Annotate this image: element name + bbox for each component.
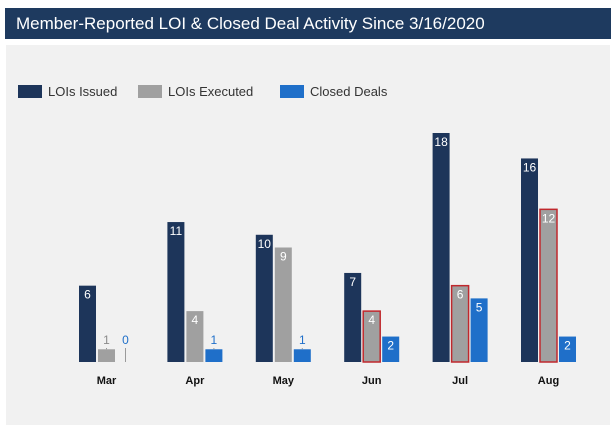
value-label-closed-deals-mar: 0 xyxy=(122,333,129,347)
value-label-lois-issued-may: 10 xyxy=(258,237,272,251)
bar-lois-executed-aug xyxy=(539,208,558,363)
value-label-closed-deals-aug: 2 xyxy=(564,339,571,353)
legend-swatch-closed-deals xyxy=(280,85,304,98)
value-label-lois-executed-aug: 12 xyxy=(542,211,556,225)
value-label-lois-issued-aug: 16 xyxy=(523,160,537,174)
value-label-closed-deals-jul: 5 xyxy=(476,300,483,314)
bar-lois-executed-may xyxy=(274,247,292,362)
bar-lois-issued-apr xyxy=(167,222,185,362)
value-label-closed-deals-apr: 1 xyxy=(211,333,218,347)
value-label-closed-deals-may: 1 xyxy=(299,333,306,347)
value-label-lois-issued-mar: 6 xyxy=(84,288,91,302)
value-label-lois-executed-jul: 6 xyxy=(457,288,464,302)
bar-lois-executed-apr xyxy=(186,311,204,362)
value-label-lois-executed-may: 9 xyxy=(280,250,287,264)
bar-lois-executed-jul xyxy=(450,284,470,363)
chart-header: Member-Reported LOI & Closed Deal Activi… xyxy=(5,8,611,39)
bar-closed-deals-may xyxy=(293,349,311,362)
chart-title: Member-Reported LOI & Closed Deal Activi… xyxy=(16,14,485,33)
bar-lois-issued-mar xyxy=(79,285,96,362)
bar-closed-deals-jul xyxy=(470,298,488,362)
bar-closed-deals-apr xyxy=(205,349,223,362)
value-label-lois-issued-jul: 18 xyxy=(434,135,448,149)
legend-swatch-lois-issued xyxy=(18,85,42,98)
legend-label-closed-deals: Closed Deals xyxy=(310,84,388,99)
x-tick-label-apr: Apr xyxy=(185,375,205,387)
legend-swatch-lois-executed xyxy=(138,85,162,98)
bar-lois-issued-may xyxy=(255,234,273,362)
x-tick-label-may: May xyxy=(273,375,295,387)
bar-closed-deals-aug xyxy=(559,336,576,362)
bar-lois-executed-jun xyxy=(362,310,381,363)
bar-lois-issued-jul xyxy=(432,133,450,362)
legend-label-lois-issued: LOIs Issued xyxy=(48,84,117,99)
bar-lois-issued-aug xyxy=(521,158,538,362)
value-label-lois-issued-jun: 7 xyxy=(349,275,356,289)
value-label-closed-deals-jun: 2 xyxy=(387,339,394,353)
bar-closed-deals-jun xyxy=(382,336,400,362)
x-tick-label-jul: Jul xyxy=(452,375,468,387)
value-label-lois-executed-jun: 4 xyxy=(368,313,375,327)
legend-label-lois-executed: LOIs Executed xyxy=(168,84,253,99)
value-label-lois-executed-mar: 1 xyxy=(103,333,110,347)
value-label-lois-issued-apr: 11 xyxy=(170,224,183,238)
x-tick-label-aug: Aug xyxy=(538,375,559,387)
bar-lois-executed-mar xyxy=(98,349,115,362)
x-tick-label-jun: Jun xyxy=(362,375,382,387)
bar-lois-issued-jun xyxy=(344,272,362,362)
value-label-lois-executed-apr: 4 xyxy=(192,313,199,327)
x-tick-label-mar: Mar xyxy=(97,375,117,387)
